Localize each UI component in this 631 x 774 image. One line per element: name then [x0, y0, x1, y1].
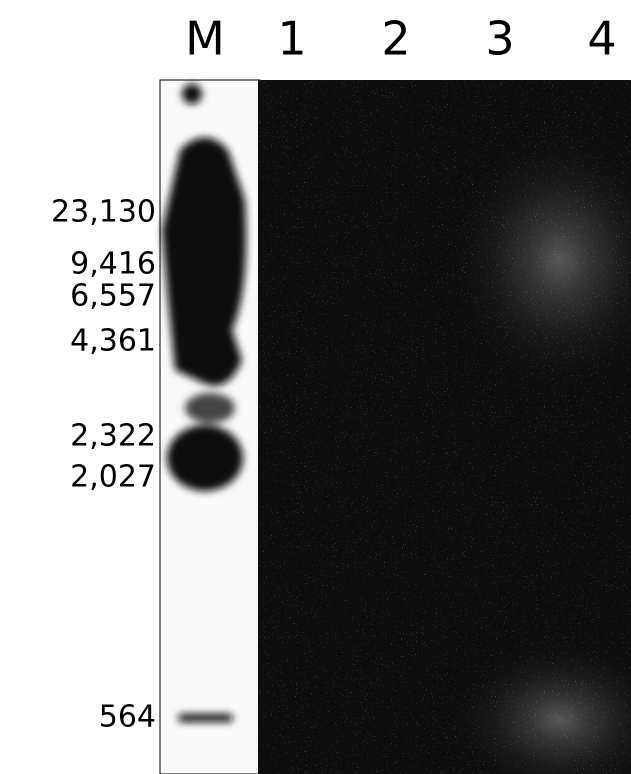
marker-label: 4,361 — [70, 324, 156, 359]
lane-label: 4 — [587, 12, 616, 66]
marker-labels: 23,130 9,416 6,557 4,361 2,322 2,027 564 — [51, 195, 156, 735]
marker-label: 2,027 — [70, 460, 156, 495]
lane-label: M — [185, 12, 225, 66]
marker-label: 9,416 — [70, 247, 156, 282]
lane-label: 1 — [277, 12, 306, 66]
marker-label: 6,557 — [70, 279, 156, 314]
lane-label: 3 — [485, 12, 514, 66]
marker-label: 23,130 — [51, 195, 156, 230]
marker-label: 2,322 — [70, 419, 156, 454]
noise — [258, 80, 631, 774]
gel-figure: M 1 2 3 4 23,130 9,416 6,557 4,361 2,322… — [0, 0, 631, 774]
gel — [160, 80, 631, 774]
marker-label: 564 — [99, 700, 156, 735]
lane-label: 2 — [381, 12, 410, 66]
lane-labels: M 1 2 3 4 — [185, 12, 616, 66]
